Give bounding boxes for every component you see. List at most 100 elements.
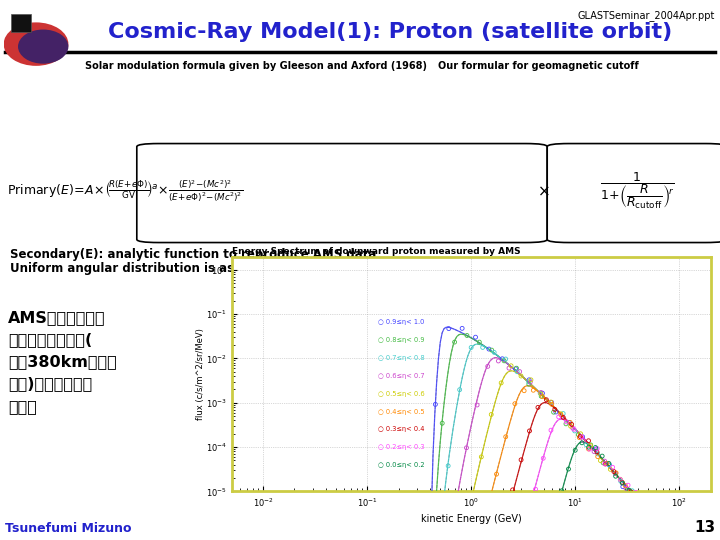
Point (523, 380, 535, 388)
Point (576, 438, 588, 447)
Point (530, 485, 541, 494)
Point (617, 482, 629, 491)
Point (654, 518, 666, 526)
Point (522, 509, 534, 518)
X-axis label: kinetic Energy (GeV): kinetic Energy (GeV) (421, 514, 521, 524)
Text: ○ 0.3≤η< 0.4: ○ 0.3≤η< 0.4 (378, 427, 424, 433)
Point (591, 448, 603, 456)
Text: ○ 0.0≤η< 0.2: ○ 0.0≤η< 0.2 (378, 462, 425, 468)
Point (497, 354, 508, 363)
Point (576, 433, 588, 441)
Point (535, 389, 546, 398)
Point (584, 445, 595, 454)
Text: ○ 0.2≤η< 0.3: ○ 0.2≤η< 0.3 (378, 444, 424, 450)
Point (483, 345, 495, 353)
Text: $\times$: $\times$ (537, 184, 550, 198)
Point (535, 388, 546, 397)
Point (588, 447, 600, 456)
Point (518, 387, 530, 395)
Point (477, 343, 488, 352)
Point (510, 364, 522, 373)
Point (649, 515, 661, 523)
Point (624, 486, 635, 495)
Point (644, 510, 655, 518)
Point (590, 443, 601, 452)
Point (591, 444, 603, 453)
Point (657, 523, 669, 531)
Point (603, 461, 615, 469)
Text: Secondary(E): analytic function to reproduce AMS data: Secondary(E): analytic function to repro… (10, 248, 377, 261)
Point (516, 372, 527, 380)
Point (532, 403, 544, 411)
Point (582, 444, 594, 453)
Point (631, 491, 642, 500)
Y-axis label: flux (c/s/m^2/sr/MeV): flux (c/s/m^2/sr/MeV) (196, 328, 204, 420)
Point (592, 449, 603, 458)
Point (548, 408, 559, 416)
Point (537, 393, 549, 401)
Point (615, 477, 626, 485)
Point (523, 375, 535, 384)
Point (474, 338, 485, 347)
Point (461, 443, 472, 452)
Point (603, 459, 615, 468)
Point (652, 516, 664, 524)
Point (647, 517, 658, 526)
Point (534, 389, 546, 397)
Point (556, 487, 567, 495)
Point (485, 410, 497, 419)
Point (608, 467, 620, 476)
Point (662, 526, 674, 535)
Point (600, 460, 611, 468)
Point (638, 500, 649, 508)
Point (495, 379, 507, 387)
Point (524, 378, 536, 387)
Point (555, 409, 567, 418)
Point (563, 465, 575, 474)
Point (624, 488, 636, 497)
Point (634, 496, 645, 505)
Point (634, 497, 646, 505)
Point (616, 478, 628, 487)
Point (476, 453, 487, 461)
Point (546, 400, 557, 409)
Point (557, 409, 569, 418)
Text: ○ 0.7≤η< 0.8: ○ 0.7≤η< 0.8 (378, 355, 425, 361)
Point (585, 441, 596, 449)
Point (585, 441, 596, 450)
Point (549, 405, 561, 414)
Point (572, 430, 584, 439)
Point (610, 469, 621, 478)
Ellipse shape (4, 22, 68, 66)
Point (577, 436, 589, 444)
Point (462, 331, 473, 340)
Point (615, 475, 626, 484)
Point (507, 485, 518, 494)
Point (546, 398, 557, 407)
Point (647, 514, 659, 522)
Point (626, 487, 638, 495)
Point (436, 419, 448, 428)
Point (561, 417, 572, 426)
Point (660, 526, 671, 535)
Text: $\mathrm{Primary}(E)\!=\!A\!\times\!\left(\!\frac{R(E\!+\!e\Phi)}{\mathrm{GV}}\!: $\mathrm{Primary}(E)\!=\!A\!\times\!\lef… (7, 178, 243, 204)
Point (598, 458, 609, 467)
Point (545, 426, 557, 435)
Point (583, 443, 595, 451)
Text: ○ 0.6≤η< 0.7: ○ 0.6≤η< 0.7 (378, 373, 425, 379)
Point (566, 420, 577, 429)
Text: ○ 0.5≤η< 0.6: ○ 0.5≤η< 0.6 (378, 390, 425, 397)
Point (553, 413, 564, 421)
Point (569, 427, 580, 435)
Point (510, 364, 521, 373)
Point (472, 401, 483, 409)
Point (565, 422, 577, 430)
Point (430, 400, 441, 409)
Point (645, 505, 657, 514)
Text: 13: 13 (694, 520, 715, 535)
Point (567, 424, 579, 433)
Text: $\dfrac{1}{1\!+\!\left(\dfrac{R}{R_{\mathrm{cutoff}}}\right)^{\!r}}$: $\dfrac{1}{1\!+\!\left(\dfrac{R}{R_{\mat… (600, 171, 675, 211)
Point (601, 459, 613, 468)
Point (465, 343, 477, 352)
Point (564, 418, 575, 427)
